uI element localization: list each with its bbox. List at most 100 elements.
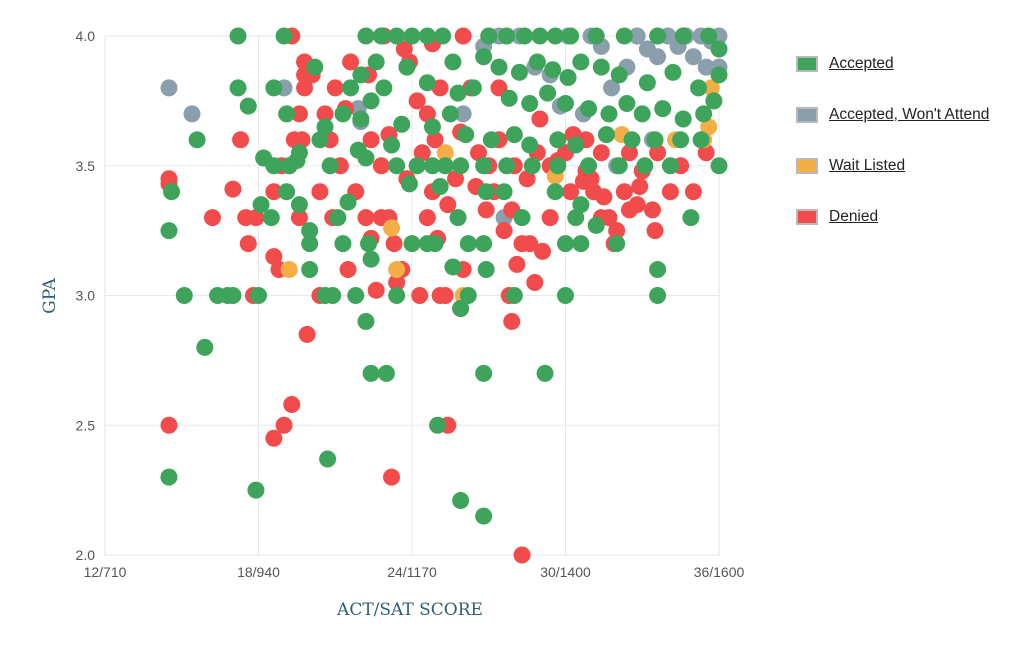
point-accepted[interactable] (498, 157, 516, 175)
point-denied[interactable] (342, 53, 360, 71)
point-denied[interactable] (395, 40, 413, 58)
point-denied[interactable] (411, 287, 429, 304)
point-accepted[interactable] (475, 157, 493, 175)
point-denied[interactable] (247, 209, 265, 227)
point-accepted[interactable] (610, 66, 628, 84)
point-accepted[interactable] (426, 235, 444, 253)
point-accepted[interactable] (661, 157, 679, 175)
point-accepted[interactable] (339, 193, 357, 211)
point-accepted[interactable] (587, 216, 605, 234)
point-accepted[interactable] (572, 196, 590, 214)
point-accepted[interactable] (654, 100, 672, 118)
point-accepted[interactable] (633, 105, 651, 123)
point-accepted[interactable] (580, 100, 598, 118)
point-accepted[interactable] (403, 235, 421, 253)
point-accepted[interactable] (580, 157, 598, 175)
point-denied[interactable] (646, 222, 664, 240)
point-accepted[interactable] (434, 27, 452, 45)
point-accepted[interactable] (334, 235, 352, 253)
point-denied[interactable] (631, 178, 649, 196)
point-accepted[interactable] (357, 149, 375, 167)
point-accepted[interactable] (695, 105, 713, 123)
point-accepted[interactable] (459, 235, 477, 253)
point-accepted[interactable] (528, 53, 546, 71)
point-denied[interactable] (408, 92, 426, 110)
point-denied[interactable] (684, 183, 702, 201)
point-accepted[interactable] (329, 209, 347, 227)
point-accepted[interactable] (388, 287, 406, 304)
point-accepted[interactable] (388, 157, 406, 175)
point-accepted[interactable] (452, 157, 470, 175)
point-accepted[interactable] (321, 157, 339, 175)
point-accepted[interactable] (510, 63, 528, 81)
point-denied[interactable] (649, 144, 667, 162)
point-accepted[interactable] (423, 118, 441, 136)
point-accepted[interactable] (710, 66, 728, 84)
point-denied[interactable] (503, 312, 521, 330)
point-denied[interactable] (592, 144, 610, 162)
point-accepted[interactable] (567, 209, 585, 227)
point-denied[interactable] (521, 235, 539, 253)
point-accepted[interactable] (452, 299, 470, 317)
point-denied[interactable] (383, 468, 401, 486)
point-accepted[interactable] (549, 131, 567, 149)
point-accepted[interactable] (334, 105, 352, 123)
point-accepted[interactable] (567, 136, 585, 154)
point-accepted[interactable] (500, 89, 518, 107)
point-denied[interactable] (477, 201, 495, 219)
point-accepted[interactable] (357, 312, 375, 330)
point-accepted[interactable] (423, 157, 441, 175)
point-accepted[interactable] (383, 136, 401, 154)
point-accepted[interactable] (600, 105, 618, 123)
point-accepted[interactable] (649, 261, 667, 279)
point-accepted[interactable] (449, 84, 467, 102)
legend-item-accepted[interactable]: Accepted (796, 52, 989, 76)
point-accepted[interactable] (367, 53, 385, 71)
point-accepted[interactable] (649, 27, 667, 45)
point-accepted[interactable] (710, 40, 728, 58)
point-accepted[interactable] (400, 175, 418, 193)
point-denied[interactable] (661, 183, 679, 201)
point-accepted[interactable] (516, 27, 534, 45)
point-accepted[interactable] (265, 79, 283, 97)
point-accepted[interactable] (393, 115, 411, 133)
legend-item-denied[interactable]: Denied (796, 205, 989, 229)
point-denied[interactable] (265, 248, 283, 266)
point-accepted[interactable] (475, 364, 493, 382)
point-denied[interactable] (290, 209, 308, 227)
point-accepted[interactable] (531, 27, 549, 45)
point-accepted[interactable] (301, 261, 319, 279)
point-accepted[interactable] (495, 183, 513, 201)
point-accepted[interactable] (175, 287, 193, 304)
point-denied[interactable] (518, 170, 536, 188)
point-accepted[interactable] (682, 209, 700, 227)
point-denied[interactable] (316, 105, 334, 123)
point-accepted[interactable] (482, 131, 500, 149)
point-accepted[interactable] (224, 287, 242, 304)
point-accepted[interactable] (347, 287, 365, 304)
point-accepted[interactable] (362, 92, 380, 110)
point-denied[interactable] (495, 222, 513, 240)
legend-item-wait-listed[interactable]: Wait Listed (796, 154, 989, 178)
point-denied[interactable] (265, 429, 283, 447)
point-accepted[interactable] (418, 27, 436, 45)
point-denied[interactable] (508, 255, 526, 273)
point-accepted[interactable] (441, 105, 459, 123)
point-denied[interactable] (446, 170, 464, 188)
point-accepted[interactable] (431, 178, 449, 196)
point-accepted[interactable] (477, 261, 495, 279)
point-accepted[interactable] (375, 79, 393, 97)
point-accepted[interactable] (618, 94, 636, 112)
point-denied[interactable] (526, 274, 544, 292)
point-accepted[interactable] (418, 74, 436, 92)
point-accepted[interactable] (275, 27, 293, 45)
point-denied[interactable] (595, 188, 613, 206)
point-accepted[interactable] (649, 287, 667, 304)
point-wait-listed[interactable] (383, 219, 401, 237)
point-accepted[interactable] (239, 97, 257, 115)
point-accepted[interactable] (557, 235, 574, 253)
point-accepted[interactable] (475, 235, 493, 253)
point-denied[interactable] (385, 235, 403, 253)
point-accepted[interactable] (549, 157, 567, 175)
point-accepted[interactable] (252, 196, 270, 214)
